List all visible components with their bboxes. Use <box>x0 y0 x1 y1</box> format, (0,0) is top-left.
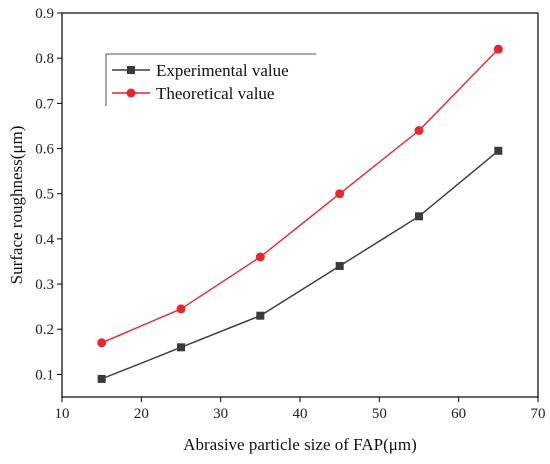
data-point-theoretical <box>97 338 107 348</box>
x-tick-label: 30 <box>213 406 228 422</box>
y-tick-label: 0.6 <box>35 142 54 158</box>
legend-experimental-marker <box>127 66 135 74</box>
x-tick-label: 60 <box>451 406 466 422</box>
x-tick-label: 40 <box>293 406 308 422</box>
data-point-theoretical <box>335 189 345 199</box>
y-tick-label: 0.8 <box>35 51 54 67</box>
legend: Experimental value Theoretical value <box>105 53 316 106</box>
series-line-0 <box>101 150 499 380</box>
y-tick-label: 0.3 <box>35 277 54 293</box>
series-line-1 <box>101 48 499 344</box>
y-axis-title: Surface roughness(μm) <box>7 126 26 285</box>
x-tick-label: 10 <box>55 406 70 422</box>
data-point-experimental <box>415 212 423 221</box>
legend-experimental-label: Experimental value <box>156 61 289 80</box>
data-point-theoretical <box>255 252 265 262</box>
y-tick-label: 0.4 <box>35 232 54 248</box>
series-layer <box>97 44 503 383</box>
x-tick-label: 20 <box>134 406 149 422</box>
data-point-theoretical <box>493 44 503 54</box>
x-tick-label: 70 <box>531 406 546 422</box>
y-tick-label: 0.9 <box>35 6 54 22</box>
data-point-experimental <box>494 146 503 155</box>
legend-theoretical-label: Theoretical value <box>156 84 274 103</box>
data-point-theoretical <box>176 304 186 314</box>
y-tick-label: 0.2 <box>35 322 54 338</box>
y-tick-label: 0.1 <box>35 367 54 383</box>
x-axis-title: Abrasive particle size of FAP(μm) <box>183 435 417 454</box>
ticks-layer: 10 20 30 40 50 60 70 0.1 0.2 0.3 0.4 0.5 0.6 0.7 0.8 0.… <box>35 6 545 422</box>
data-point-theoretical <box>414 125 424 135</box>
data-point-experimental <box>97 374 106 383</box>
x-tick-label: 50 <box>372 406 387 422</box>
legend-theoretical-marker <box>126 88 136 98</box>
y-tick-label: 0.7 <box>35 96 54 112</box>
data-point-experimental <box>335 261 344 270</box>
plot-area-frame <box>61 12 539 398</box>
data-point-experimental <box>256 311 265 320</box>
data-point-experimental <box>177 343 185 352</box>
y-tick-label: 0.5 <box>35 187 54 203</box>
